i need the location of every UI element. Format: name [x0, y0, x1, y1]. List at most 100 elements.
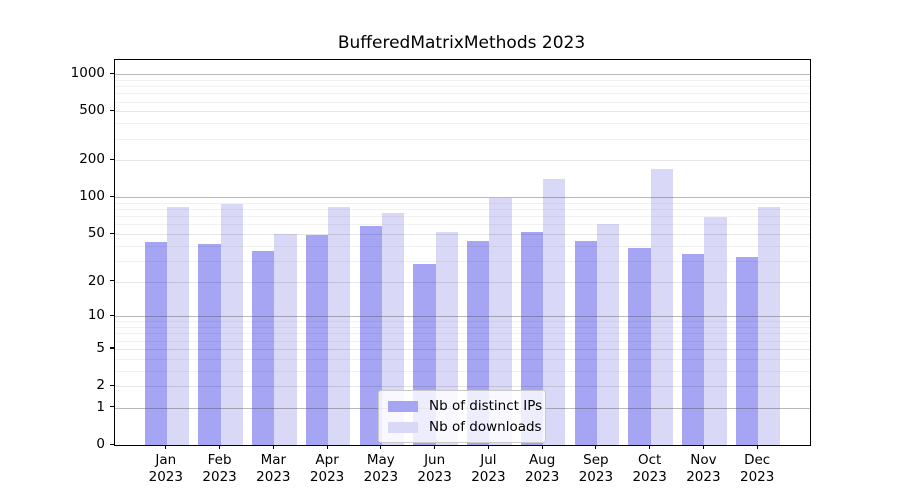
x-tick-mark [541, 445, 543, 450]
legend-label-distinct-ips: Nb of distinct IPs [429, 398, 543, 414]
x-tick-mark [165, 445, 167, 450]
y-tick-label-1000: 1000 [70, 65, 105, 82]
x-tick-label-apr: Apr 2023 [309, 452, 345, 485]
x-tick-label-jan: Jan 2023 [148, 452, 183, 485]
gridline-600 [115, 101, 810, 103]
x-tick-label-dec: Dec 2023 [739, 452, 775, 485]
bar-oct-distinct-ips [628, 248, 651, 445]
x-tick-mark [487, 445, 489, 450]
y-tick-mark [109, 406, 114, 408]
bar-feb-downloads [220, 203, 243, 445]
y-tick-label-500: 500 [79, 102, 105, 119]
chart-title: BufferedMatrixMethods 2023 [337, 33, 586, 53]
y-tick-mark [109, 347, 114, 349]
x-tick-label-nov: Nov 2023 [686, 452, 721, 485]
gridline-30 [115, 260, 810, 262]
bar-nov-distinct-ips [682, 254, 705, 445]
gridline-4 [115, 358, 810, 360]
gridline-800 [115, 86, 810, 88]
legend-item-downloads: Nb of downloads [388, 419, 542, 435]
bar-sep-downloads [596, 223, 620, 445]
legend-swatch-downloads [388, 421, 418, 433]
x-tick-label-aug: Aug 2023 [524, 452, 560, 485]
gridline-200 [115, 160, 810, 162]
y-tick-label-20: 20 [87, 272, 105, 289]
bar-apr-distinct-ips [305, 235, 329, 445]
gridline-900 [115, 79, 810, 81]
gridline-8 [115, 327, 810, 329]
legend-label-downloads: Nb of downloads [429, 419, 542, 435]
x-tick-label-jun: Jun 2023 [417, 452, 452, 485]
bar-sep-distinct-ips [574, 240, 597, 445]
gridline-300 [115, 138, 810, 140]
gridline-40 [115, 245, 810, 247]
gridline-2 [115, 386, 810, 388]
bar-nov-downloads [704, 217, 727, 445]
bar-oct-downloads [650, 169, 673, 445]
gridline-5 [115, 348, 810, 350]
x-tick-label-sep: Sep 2023 [578, 452, 614, 485]
gridline-10 [115, 316, 810, 318]
gridline-500 [115, 111, 810, 113]
bar-dec-distinct-ips [735, 257, 759, 445]
gridline-70 [115, 216, 810, 218]
y-tick-mark [109, 384, 114, 386]
x-tick-label-may: May 2023 [363, 452, 399, 485]
x-tick-label-mar: Mar 2023 [256, 452, 291, 485]
gridline-60 [115, 224, 810, 226]
x-tick-mark [649, 445, 651, 450]
x-tick-mark [380, 445, 382, 450]
gridline-400 [115, 123, 810, 125]
legend-swatch-distinct-ips [388, 400, 418, 412]
y-tick-label-5: 5 [96, 339, 105, 356]
y-tick-label-200: 200 [79, 151, 105, 168]
y-tick-label-0: 0 [96, 436, 105, 452]
bar-jan-distinct-ips [144, 241, 167, 445]
plot-area: Nb of distinct IPs Nb of downloads [114, 59, 811, 446]
y-tick-label-50: 50 [87, 225, 105, 242]
x-tick-mark [218, 445, 221, 450]
legend: Nb of distinct IPs Nb of downloads [378, 390, 546, 443]
x-tick-mark [272, 445, 274, 450]
gridline-7 [115, 333, 810, 335]
y-tick-mark [109, 72, 114, 74]
y-tick-mark [109, 314, 114, 317]
x-tick-mark [326, 445, 328, 450]
gridline-80 [115, 209, 810, 211]
y-tick-label-100: 100 [79, 188, 105, 205]
bar-dec-downloads [758, 206, 781, 445]
bar-jul-downloads [489, 197, 512, 445]
gridline-6 [115, 340, 810, 342]
y-tick-mark [109, 195, 114, 198]
gridline-50 [115, 234, 810, 236]
bar-mar-downloads [274, 234, 297, 445]
x-tick-label-jul: Jul 2023 [471, 452, 506, 485]
bar-jan-downloads [166, 207, 189, 445]
gridline-700 [115, 93, 810, 95]
y-tick-mark [109, 280, 114, 282]
y-tick-mark [109, 158, 114, 161]
bar-apr-downloads [328, 207, 351, 445]
legend-item-distinct-ips: Nb of distinct IPs [388, 398, 542, 414]
x-tick-label-oct: Oct 2023 [632, 452, 667, 485]
bar-aug-downloads [543, 179, 566, 445]
x-tick-mark [595, 445, 597, 450]
gridline-20 [115, 281, 810, 283]
y-tick-label-1: 1 [96, 398, 105, 415]
y-tick-mark [109, 109, 114, 112]
y-tick-label-2: 2 [96, 377, 105, 394]
bar-may-distinct-ips [359, 226, 382, 445]
x-tick-mark [702, 445, 704, 450]
x-tick-label-feb: Feb 2023 [202, 452, 237, 485]
y-tick-mark [109, 232, 114, 234]
x-tick-mark [434, 445, 436, 450]
bar-feb-distinct-ips [198, 244, 221, 445]
gridline-1000 [115, 74, 810, 76]
gridline-3 [115, 370, 810, 372]
gridline-100 [115, 197, 810, 199]
gridline-90 [115, 202, 810, 204]
bar-may-downloads [381, 213, 405, 445]
bar-mar-distinct-ips [252, 251, 275, 445]
y-tick-label-10: 10 [87, 307, 105, 324]
